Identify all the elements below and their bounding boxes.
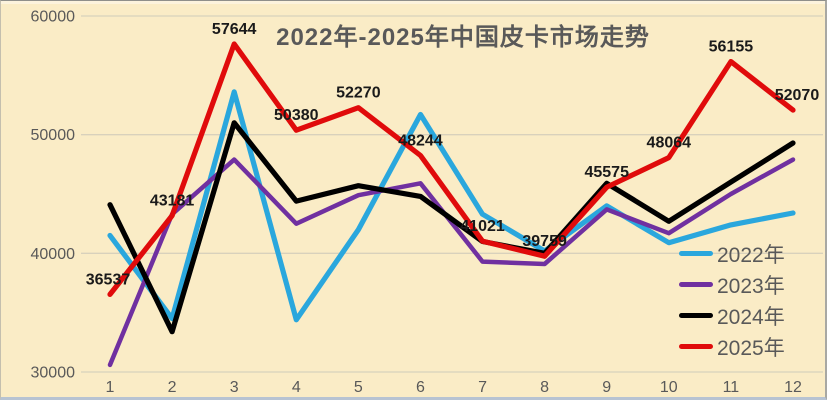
y-axis-tick-label: 60000: [31, 9, 76, 26]
data-label: 48244: [398, 133, 443, 150]
legend-line-swatch: [679, 251, 713, 256]
data-label: 52070: [775, 87, 820, 104]
data-label: 45575: [584, 164, 629, 181]
data-label: 52270: [336, 85, 381, 102]
x-axis-tick-label: 8: [540, 379, 549, 396]
y-axis-tick-label: 30000: [31, 365, 76, 382]
x-axis-tick-label: 12: [784, 379, 802, 396]
legend-label: 2024年: [717, 305, 785, 329]
legend-item-2024年: 2024年: [679, 300, 785, 331]
legend-item-2023年: 2023年: [679, 269, 785, 300]
x-axis-tick-label: 11: [723, 379, 740, 396]
data-label: 48064: [647, 135, 692, 152]
data-label: 57644: [212, 21, 257, 38]
legend-label: 2023年: [717, 274, 785, 298]
data-label: 39759: [522, 233, 567, 250]
data-label: 43181: [150, 193, 195, 210]
y-axis-tick-label: 40000: [31, 246, 76, 263]
x-axis-tick-label: 7: [478, 379, 487, 396]
x-axis-tick-label: 6: [416, 379, 425, 396]
legend-line-swatch: [679, 282, 713, 287]
x-axis-tick-label: 4: [292, 379, 301, 396]
series-line-2023年: [107, 157, 796, 368]
legend-line-swatch: [679, 313, 713, 318]
legend-item-2022年: 2022年: [679, 238, 785, 269]
series-line-2022年: [107, 89, 796, 323]
series-line-2025年: [107, 41, 796, 297]
legend-label: 2022年: [717, 243, 785, 267]
series-line-2024年: [107, 120, 796, 335]
x-axis-tick-label: 10: [660, 379, 678, 396]
x-axis-tick-label: 3: [230, 379, 239, 396]
x-axis-tick-label: 9: [602, 379, 611, 396]
x-axis-tick-label: 1: [106, 379, 115, 396]
legend-label: 2025年: [717, 336, 785, 360]
y-axis-tick-label: 50000: [31, 127, 76, 144]
data-label: 36537: [86, 271, 131, 288]
legend-line-swatch: [679, 344, 713, 349]
legend-item-2025年: 2025年: [679, 331, 785, 362]
data-label: 56155: [709, 39, 754, 56]
x-axis-tick-label: 5: [354, 379, 363, 396]
data-label: 50380: [274, 107, 319, 124]
x-axis-tick-label: 2: [168, 379, 177, 396]
data-label: 41021: [460, 218, 505, 235]
legend: 2022年 2023年 2024年 2025年: [679, 238, 785, 362]
